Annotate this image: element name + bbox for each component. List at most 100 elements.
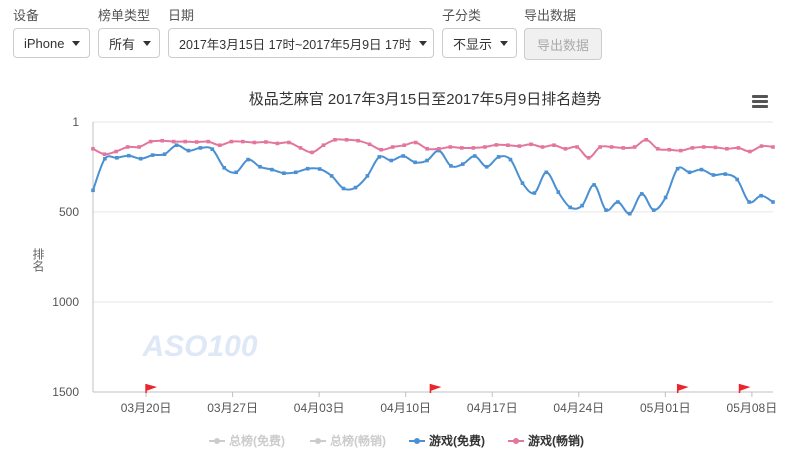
- data-point[interactable]: [496, 155, 501, 159]
- data-point[interactable]: [103, 156, 107, 161]
- data-point[interactable]: [644, 138, 648, 142]
- data-point[interactable]: [162, 152, 167, 156]
- data-point[interactable]: [690, 146, 695, 150]
- data-point[interactable]: [206, 139, 211, 144]
- data-point[interactable]: [329, 174, 334, 178]
- subcategory-dropdown[interactable]: 不显示: [442, 28, 517, 58]
- data-point[interactable]: [246, 157, 250, 162]
- data-point[interactable]: [127, 153, 131, 158]
- data-point[interactable]: [413, 160, 417, 165]
- data-point[interactable]: [310, 150, 314, 155]
- data-point[interactable]: [508, 157, 513, 162]
- data-point[interactable]: [586, 156, 591, 160]
- data-point[interactable]: [341, 186, 346, 191]
- data-point[interactable]: [321, 143, 326, 147]
- data-point[interactable]: [102, 152, 107, 156]
- data-point[interactable]: [305, 166, 310, 171]
- data-point[interactable]: [389, 158, 393, 163]
- data-point[interactable]: [198, 146, 203, 150]
- data-point[interactable]: [275, 141, 280, 146]
- data-point[interactable]: [604, 208, 608, 212]
- data-point[interactable]: [747, 200, 751, 204]
- data-point[interactable]: [137, 145, 141, 149]
- data-point[interactable]: [592, 183, 596, 187]
- data-point[interactable]: [148, 139, 153, 144]
- flag-marker[interactable]: [676, 384, 689, 393]
- data-point[interactable]: [725, 147, 729, 151]
- data-point[interactable]: [520, 181, 525, 185]
- data-point[interactable]: [556, 190, 561, 194]
- data-point[interactable]: [640, 192, 644, 196]
- data-point[interactable]: [544, 170, 549, 175]
- data-point[interactable]: [171, 139, 176, 144]
- data-point[interactable]: [183, 139, 187, 144]
- data-point[interactable]: [759, 193, 763, 198]
- data-point[interactable]: [506, 143, 510, 147]
- data-point[interactable]: [264, 140, 268, 144]
- data-point[interactable]: [473, 154, 477, 158]
- data-point[interactable]: [294, 170, 298, 175]
- data-point[interactable]: [532, 191, 537, 195]
- data-point[interactable]: [333, 138, 337, 142]
- data-point[interactable]: [517, 144, 522, 148]
- data-point[interactable]: [771, 200, 775, 204]
- data-point[interactable]: [540, 145, 545, 149]
- data-point[interactable]: [174, 143, 179, 147]
- data-point[interactable]: [138, 156, 143, 161]
- data-point[interactable]: [252, 140, 257, 145]
- data-point[interactable]: [210, 147, 215, 151]
- data-point[interactable]: [675, 166, 680, 171]
- data-point[interactable]: [344, 138, 349, 142]
- data-point[interactable]: [711, 173, 716, 177]
- data-point[interactable]: [114, 149, 118, 154]
- data-point[interactable]: [282, 171, 286, 175]
- data-point[interactable]: [759, 144, 764, 148]
- data-point[interactable]: [449, 164, 453, 168]
- data-point[interactable]: [461, 162, 465, 166]
- data-point[interactable]: [218, 143, 222, 147]
- data-point[interactable]: [115, 156, 119, 160]
- flag-marker[interactable]: [738, 384, 751, 393]
- data-point[interactable]: [748, 149, 752, 154]
- data-point[interactable]: [628, 211, 632, 216]
- legend-item[interactable]: 总榜(免费): [209, 432, 285, 449]
- data-point[interactable]: [667, 147, 672, 152]
- legend-item[interactable]: 游戏(免费): [409, 432, 485, 449]
- data-point[interactable]: [356, 138, 360, 143]
- flag-marker[interactable]: [429, 384, 442, 393]
- data-point[interactable]: [91, 147, 95, 151]
- data-point[interactable]: [702, 145, 706, 149]
- data-point[interactable]: [401, 154, 405, 158]
- data-point[interactable]: [353, 185, 358, 190]
- data-point[interactable]: [598, 145, 602, 149]
- data-point[interactable]: [258, 165, 262, 169]
- data-point[interactable]: [580, 203, 584, 208]
- data-point[interactable]: [699, 167, 704, 172]
- data-point[interactable]: [241, 139, 245, 144]
- data-point[interactable]: [367, 142, 372, 147]
- data-point[interactable]: [270, 167, 274, 172]
- data-point[interactable]: [229, 139, 234, 144]
- data-point[interactable]: [552, 143, 556, 147]
- data-point[interactable]: [735, 177, 739, 182]
- data-point[interactable]: [125, 145, 130, 149]
- data-point[interactable]: [568, 205, 572, 210]
- data-point[interactable]: [713, 145, 718, 150]
- data-point[interactable]: [437, 147, 441, 151]
- data-point[interactable]: [621, 146, 625, 150]
- data-point[interactable]: [390, 145, 395, 149]
- data-point[interactable]: [460, 146, 464, 150]
- data-point[interactable]: [632, 145, 637, 149]
- data-point[interactable]: [425, 147, 429, 151]
- data-point[interactable]: [150, 153, 155, 157]
- data-point[interactable]: [483, 145, 487, 149]
- flag-marker[interactable]: [145, 384, 158, 393]
- data-point[interactable]: [186, 148, 191, 153]
- data-point[interactable]: [365, 174, 370, 178]
- data-point[interactable]: [655, 147, 660, 151]
- data-point[interactable]: [609, 145, 614, 149]
- data-point[interactable]: [379, 147, 383, 152]
- data-point[interactable]: [494, 143, 499, 147]
- data-point[interactable]: [287, 140, 291, 145]
- data-point[interactable]: [402, 143, 406, 147]
